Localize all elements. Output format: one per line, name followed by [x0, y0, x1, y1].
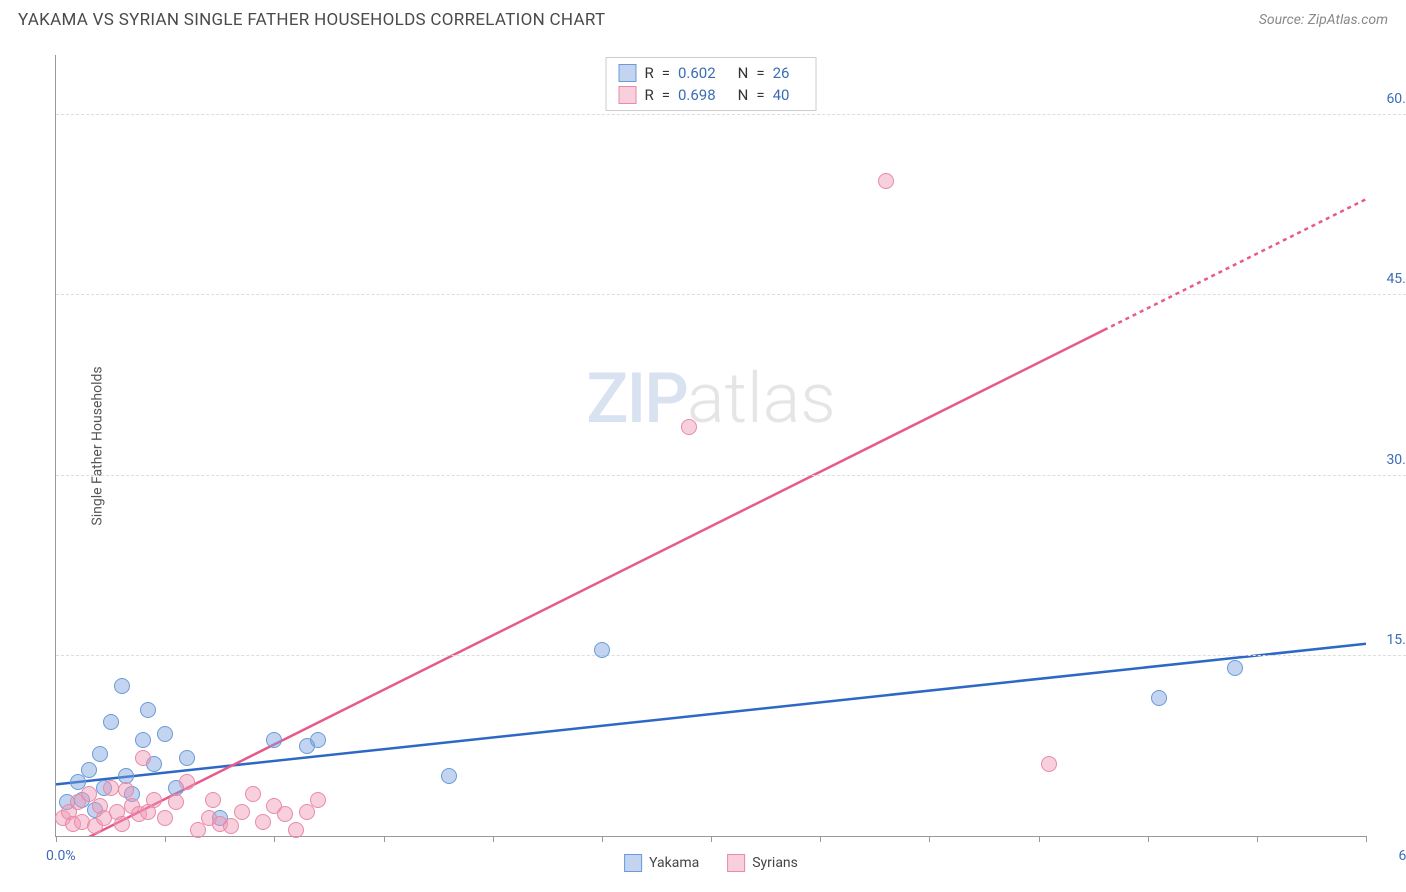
swatch-yakama — [619, 64, 637, 82]
legend-swatch-yakama — [624, 854, 642, 872]
trend-lines — [56, 55, 1366, 836]
data-point-yakama — [135, 732, 151, 748]
x-tick — [929, 836, 930, 842]
stat-n-syrians: 40 — [773, 86, 790, 104]
legend-item-syrians: Syrians — [727, 854, 798, 872]
data-point-syrians — [1041, 756, 1057, 772]
legend-label-yakama: Yakama — [649, 855, 699, 871]
y-tick-label: 45.0% — [1386, 271, 1406, 287]
chart-container: ZIPatlas R = 0.602 N = 26 R = 0.698 N = … — [55, 55, 1366, 837]
plot-area: ZIPatlas R = 0.602 N = 26 R = 0.698 N = … — [55, 55, 1366, 837]
stat-n-label: N — [738, 64, 749, 82]
chart-title: YAKAMA VS SYRIAN SINGLE FATHER HOUSEHOLD… — [18, 10, 605, 30]
x-tick — [56, 836, 57, 842]
data-point-yakama — [140, 702, 156, 718]
data-point-yakama — [441, 768, 457, 784]
watermark-zip: ZIP — [586, 358, 687, 440]
x-tick — [1366, 836, 1367, 842]
data-point-syrians — [179, 774, 195, 790]
data-point-syrians — [277, 806, 293, 822]
stat-r-label: R — [645, 86, 654, 104]
data-point-syrians — [118, 782, 134, 798]
x-tick — [602, 836, 603, 842]
x-axis-min-label: 0.0% — [46, 848, 76, 864]
data-point-yakama — [92, 746, 108, 762]
data-point-syrians — [681, 419, 697, 435]
x-axis-max-label: 60.0% — [1398, 848, 1406, 864]
data-point-syrians — [234, 804, 250, 820]
y-tick-label: 30.0% — [1386, 452, 1406, 468]
stat-eq: = — [662, 86, 670, 104]
x-tick — [1039, 836, 1040, 842]
data-point-syrians — [157, 810, 173, 826]
stat-n-label: N — [738, 86, 749, 104]
data-point-yakama — [81, 762, 97, 778]
data-point-syrians — [114, 816, 130, 832]
stat-r-syrians: 0.698 — [678, 86, 716, 104]
data-point-syrians — [205, 792, 221, 808]
data-point-syrians — [168, 794, 184, 810]
data-point-syrians — [255, 814, 271, 830]
stats-box: R = 0.602 N = 26 R = 0.698 N = 40 — [606, 57, 817, 111]
source-attribution: Source: ZipAtlas.com — [1259, 12, 1388, 28]
gridline — [56, 475, 1406, 476]
data-point-yakama — [114, 678, 130, 694]
data-point-yakama — [1151, 690, 1167, 706]
data-point-yakama — [1227, 660, 1243, 676]
stat-r-yakama: 0.602 — [678, 64, 716, 82]
legend-item-yakama: Yakama — [624, 854, 699, 872]
gridline — [56, 294, 1406, 295]
data-point-yakama — [594, 642, 610, 658]
swatch-syrians — [619, 86, 637, 104]
data-point-syrians — [223, 818, 239, 834]
x-tick — [1257, 836, 1258, 842]
x-tick — [820, 836, 821, 842]
data-point-syrians — [146, 792, 162, 808]
stat-n-yakama: 26 — [773, 64, 790, 82]
x-tick — [274, 836, 275, 842]
stat-eq: = — [756, 86, 764, 104]
x-tick — [165, 836, 166, 842]
gridline — [56, 655, 1406, 656]
gridline — [56, 114, 1406, 115]
stat-eq: = — [756, 64, 764, 82]
data-point-syrians — [245, 786, 261, 802]
stats-row-syrians: R = 0.698 N = 40 — [619, 84, 804, 106]
x-tick — [711, 836, 712, 842]
watermark-atlas: atlas — [687, 358, 836, 440]
data-point-syrians — [878, 173, 894, 189]
y-tick-label: 15.0% — [1386, 632, 1406, 648]
data-point-syrians — [135, 750, 151, 766]
data-point-yakama — [103, 714, 119, 730]
bottom-legend: Yakama Syrians — [624, 854, 798, 872]
data-point-syrians — [103, 780, 119, 796]
y-tick-label: 60.0% — [1386, 91, 1406, 107]
watermark: ZIPatlas — [586, 358, 836, 440]
data-point-syrians — [310, 792, 326, 808]
data-point-syrians — [288, 822, 304, 838]
data-point-yakama — [266, 732, 282, 748]
x-tick — [493, 836, 494, 842]
stat-r-label: R — [645, 64, 654, 82]
data-point-yakama — [310, 732, 326, 748]
stat-eq: = — [662, 64, 670, 82]
stats-row-yakama: R = 0.602 N = 26 — [619, 62, 804, 84]
legend-label-syrians: Syrians — [752, 855, 798, 871]
data-point-yakama — [157, 726, 173, 742]
x-tick — [384, 836, 385, 842]
data-point-yakama — [179, 750, 195, 766]
legend-swatch-syrians — [727, 854, 745, 872]
x-tick — [1148, 836, 1149, 842]
